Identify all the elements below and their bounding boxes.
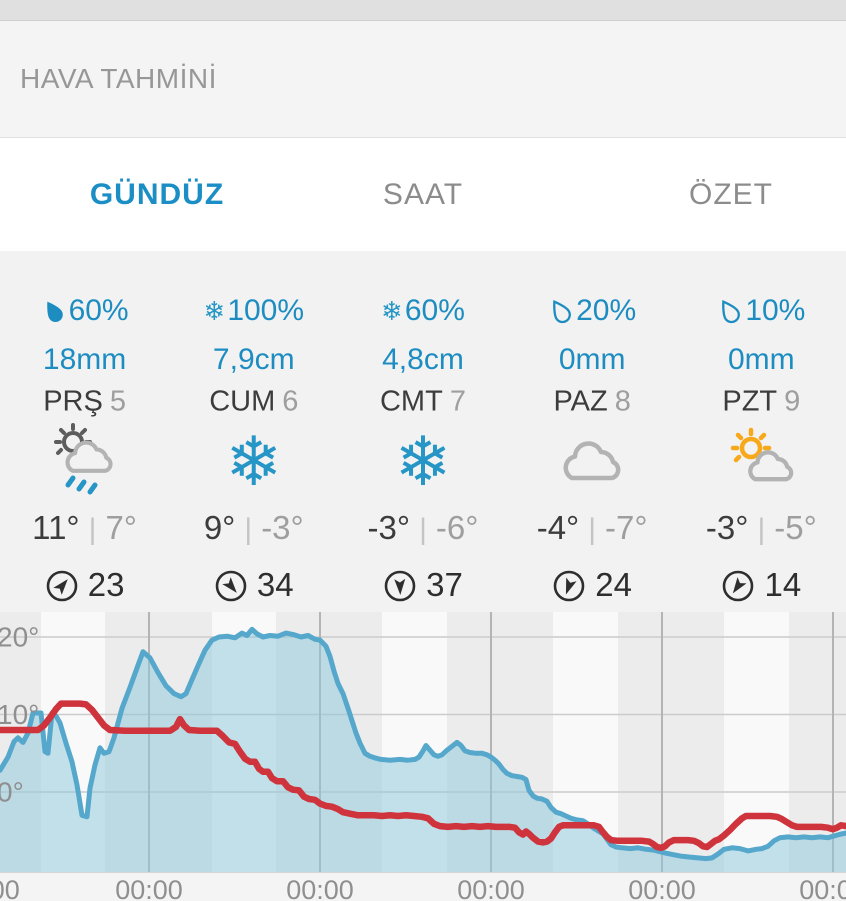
wind-direction-icon [553, 570, 585, 602]
wind: 37 [338, 566, 507, 604]
x-axis-label: 00:00 [799, 875, 846, 901]
wind-speed: 14 [764, 566, 802, 603]
header: HAVA TAHMİNİ [0, 21, 846, 138]
precip-probability: 100% [169, 294, 338, 328]
day-column-prs[interactable]: 60% 18mm PRŞ 5 11° | 7° 23 [0, 251, 169, 612]
temperature: -4° | -7° [536, 509, 648, 546]
tab-ozet[interactable]: ÖZET [689, 177, 773, 211]
wind-speed: 34 [256, 566, 294, 603]
wind-direction-icon [384, 570, 416, 602]
page-title: HAVA TAHMİNİ [20, 63, 217, 94]
precip-amount: 7,9cm [212, 343, 295, 376]
tab-gunduz[interactable]: GÜNDÜZ [89, 177, 225, 211]
y-axis-label: 20° [0, 622, 39, 653]
precip-amount: 0mm [558, 343, 626, 376]
raindrop-outline-icon [553, 299, 572, 324]
temperature: -3° | -5° [705, 509, 817, 546]
meteogram-chart[interactable]: 20° 10° 0° [0, 612, 846, 872]
day-column-pzt[interactable]: 10% 0mm PZT 9 -3° | -5° 14 [677, 251, 846, 612]
weather-icon-slot [677, 422, 846, 502]
day-label: PAZ 8 [553, 385, 631, 418]
precip-probability: 10% [677, 294, 846, 328]
wind-direction-icon [46, 570, 78, 602]
day-label: PZT 9 [722, 385, 801, 418]
y-axis-label: 0° [0, 777, 24, 808]
cloud-icon [563, 441, 621, 481]
snowflake-icon [169, 422, 338, 502]
precip-probability: 60% [338, 294, 507, 328]
tab-saat[interactable]: SAAT [382, 177, 464, 211]
precip-amount: 18mm [42, 343, 127, 376]
temperature: 11° | 7° [32, 509, 137, 546]
wind: 24 [508, 566, 677, 604]
wind: 14 [677, 566, 846, 604]
temperature: -3° | -6° [367, 509, 479, 546]
wind-speed: 37 [426, 566, 463, 603]
precip-probability: 60% [0, 294, 169, 328]
wind-direction-icon [723, 570, 754, 602]
raindrop-outline-icon [722, 299, 741, 324]
wind-direction-icon [215, 570, 247, 602]
status-bar [0, 0, 846, 21]
weather-icon-slot [508, 422, 677, 502]
x-axis-strip: 00:00 00:00 00:00 00:00 00:00 00:00 [0, 872, 846, 901]
x-axis-label: 00:00 [0, 875, 20, 901]
sun-cloud-icon [731, 427, 794, 482]
forecast-panel: 60% 18mm PRŞ 5 11° | 7° 23 [0, 251, 846, 612]
wind: 23 [0, 566, 169, 604]
tab-bar: GÜNDÜZ SAAT ÖZET [0, 138, 846, 251]
day-label: CUM 6 [209, 385, 299, 418]
wind: 34 [169, 566, 338, 604]
wind-speed: 23 [87, 566, 125, 603]
sun-cloud-rain-icon [53, 423, 113, 495]
day-column-paz[interactable]: 20% 0mm PAZ 8 -4° | -7° 24 [508, 251, 677, 612]
day-label: CMT 7 [379, 385, 466, 418]
precip-amount: 4,8cm [382, 343, 464, 376]
meteogram-svg: 20° 10° 0° [0, 612, 846, 872]
wind-speed: 24 [595, 566, 633, 603]
precip-probability: 20% [508, 294, 677, 328]
weather-icon-slot [0, 422, 169, 502]
x-axis-label: 00:00 [457, 875, 525, 901]
snowflake-small-icon [204, 294, 228, 327]
precip-amount: 0mm [728, 343, 795, 376]
snowflake-icon [338, 422, 507, 502]
x-axis-label: 00:00 [115, 875, 183, 901]
day-label: PRŞ 5 [43, 385, 126, 418]
raindrop-filled-icon [46, 301, 63, 322]
y-axis-label: 10° [0, 699, 39, 730]
temperature: 9° | -3° [203, 509, 304, 546]
x-axis-label: 00:00 [286, 875, 354, 901]
snowflake-small-icon [381, 294, 405, 327]
x-axis-label: 00:00 [628, 875, 696, 901]
